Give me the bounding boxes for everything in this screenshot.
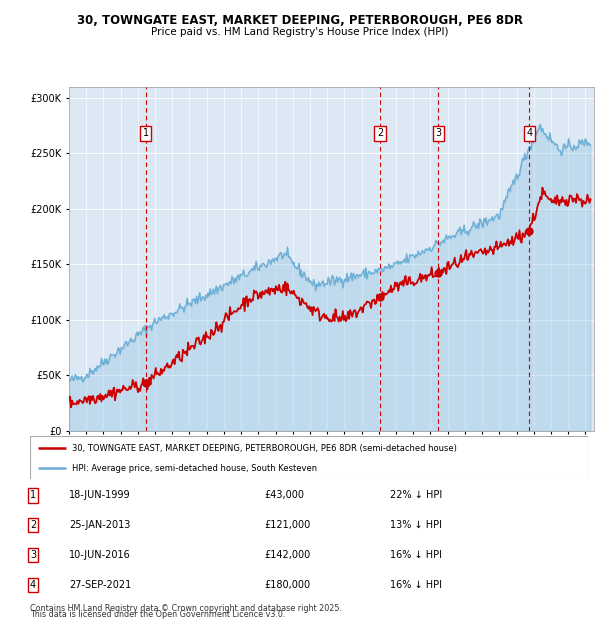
Text: 4: 4	[30, 580, 36, 590]
Text: 1: 1	[143, 128, 149, 138]
Text: 3: 3	[435, 128, 441, 138]
Text: Price paid vs. HM Land Registry's House Price Index (HPI): Price paid vs. HM Land Registry's House …	[151, 27, 449, 37]
Text: 22% ↓ HPI: 22% ↓ HPI	[390, 490, 442, 500]
Text: 27-SEP-2021: 27-SEP-2021	[69, 580, 131, 590]
Text: 16% ↓ HPI: 16% ↓ HPI	[390, 580, 442, 590]
Text: HPI: Average price, semi-detached house, South Kesteven: HPI: Average price, semi-detached house,…	[72, 464, 317, 472]
Text: 2: 2	[377, 128, 383, 138]
Text: 10-JUN-2016: 10-JUN-2016	[69, 550, 131, 560]
Text: 3: 3	[30, 550, 36, 560]
Text: 2: 2	[30, 520, 36, 530]
Text: 30, TOWNGATE EAST, MARKET DEEPING, PETERBOROUGH, PE6 8DR: 30, TOWNGATE EAST, MARKET DEEPING, PETER…	[77, 14, 523, 27]
Text: 16% ↓ HPI: 16% ↓ HPI	[390, 550, 442, 560]
Text: Contains HM Land Registry data © Crown copyright and database right 2025.: Contains HM Land Registry data © Crown c…	[30, 603, 342, 613]
Text: £142,000: £142,000	[264, 550, 310, 560]
Text: £43,000: £43,000	[264, 490, 304, 500]
Text: £121,000: £121,000	[264, 520, 310, 530]
Text: £180,000: £180,000	[264, 580, 310, 590]
Text: This data is licensed under the Open Government Licence v3.0.: This data is licensed under the Open Gov…	[30, 610, 286, 619]
Text: 13% ↓ HPI: 13% ↓ HPI	[390, 520, 442, 530]
Text: 4: 4	[526, 128, 532, 138]
Text: 1: 1	[30, 490, 36, 500]
Text: 25-JAN-2013: 25-JAN-2013	[69, 520, 130, 530]
Text: 30, TOWNGATE EAST, MARKET DEEPING, PETERBOROUGH, PE6 8DR (semi-detached house): 30, TOWNGATE EAST, MARKET DEEPING, PETER…	[72, 444, 457, 453]
Text: 18-JUN-1999: 18-JUN-1999	[69, 490, 131, 500]
